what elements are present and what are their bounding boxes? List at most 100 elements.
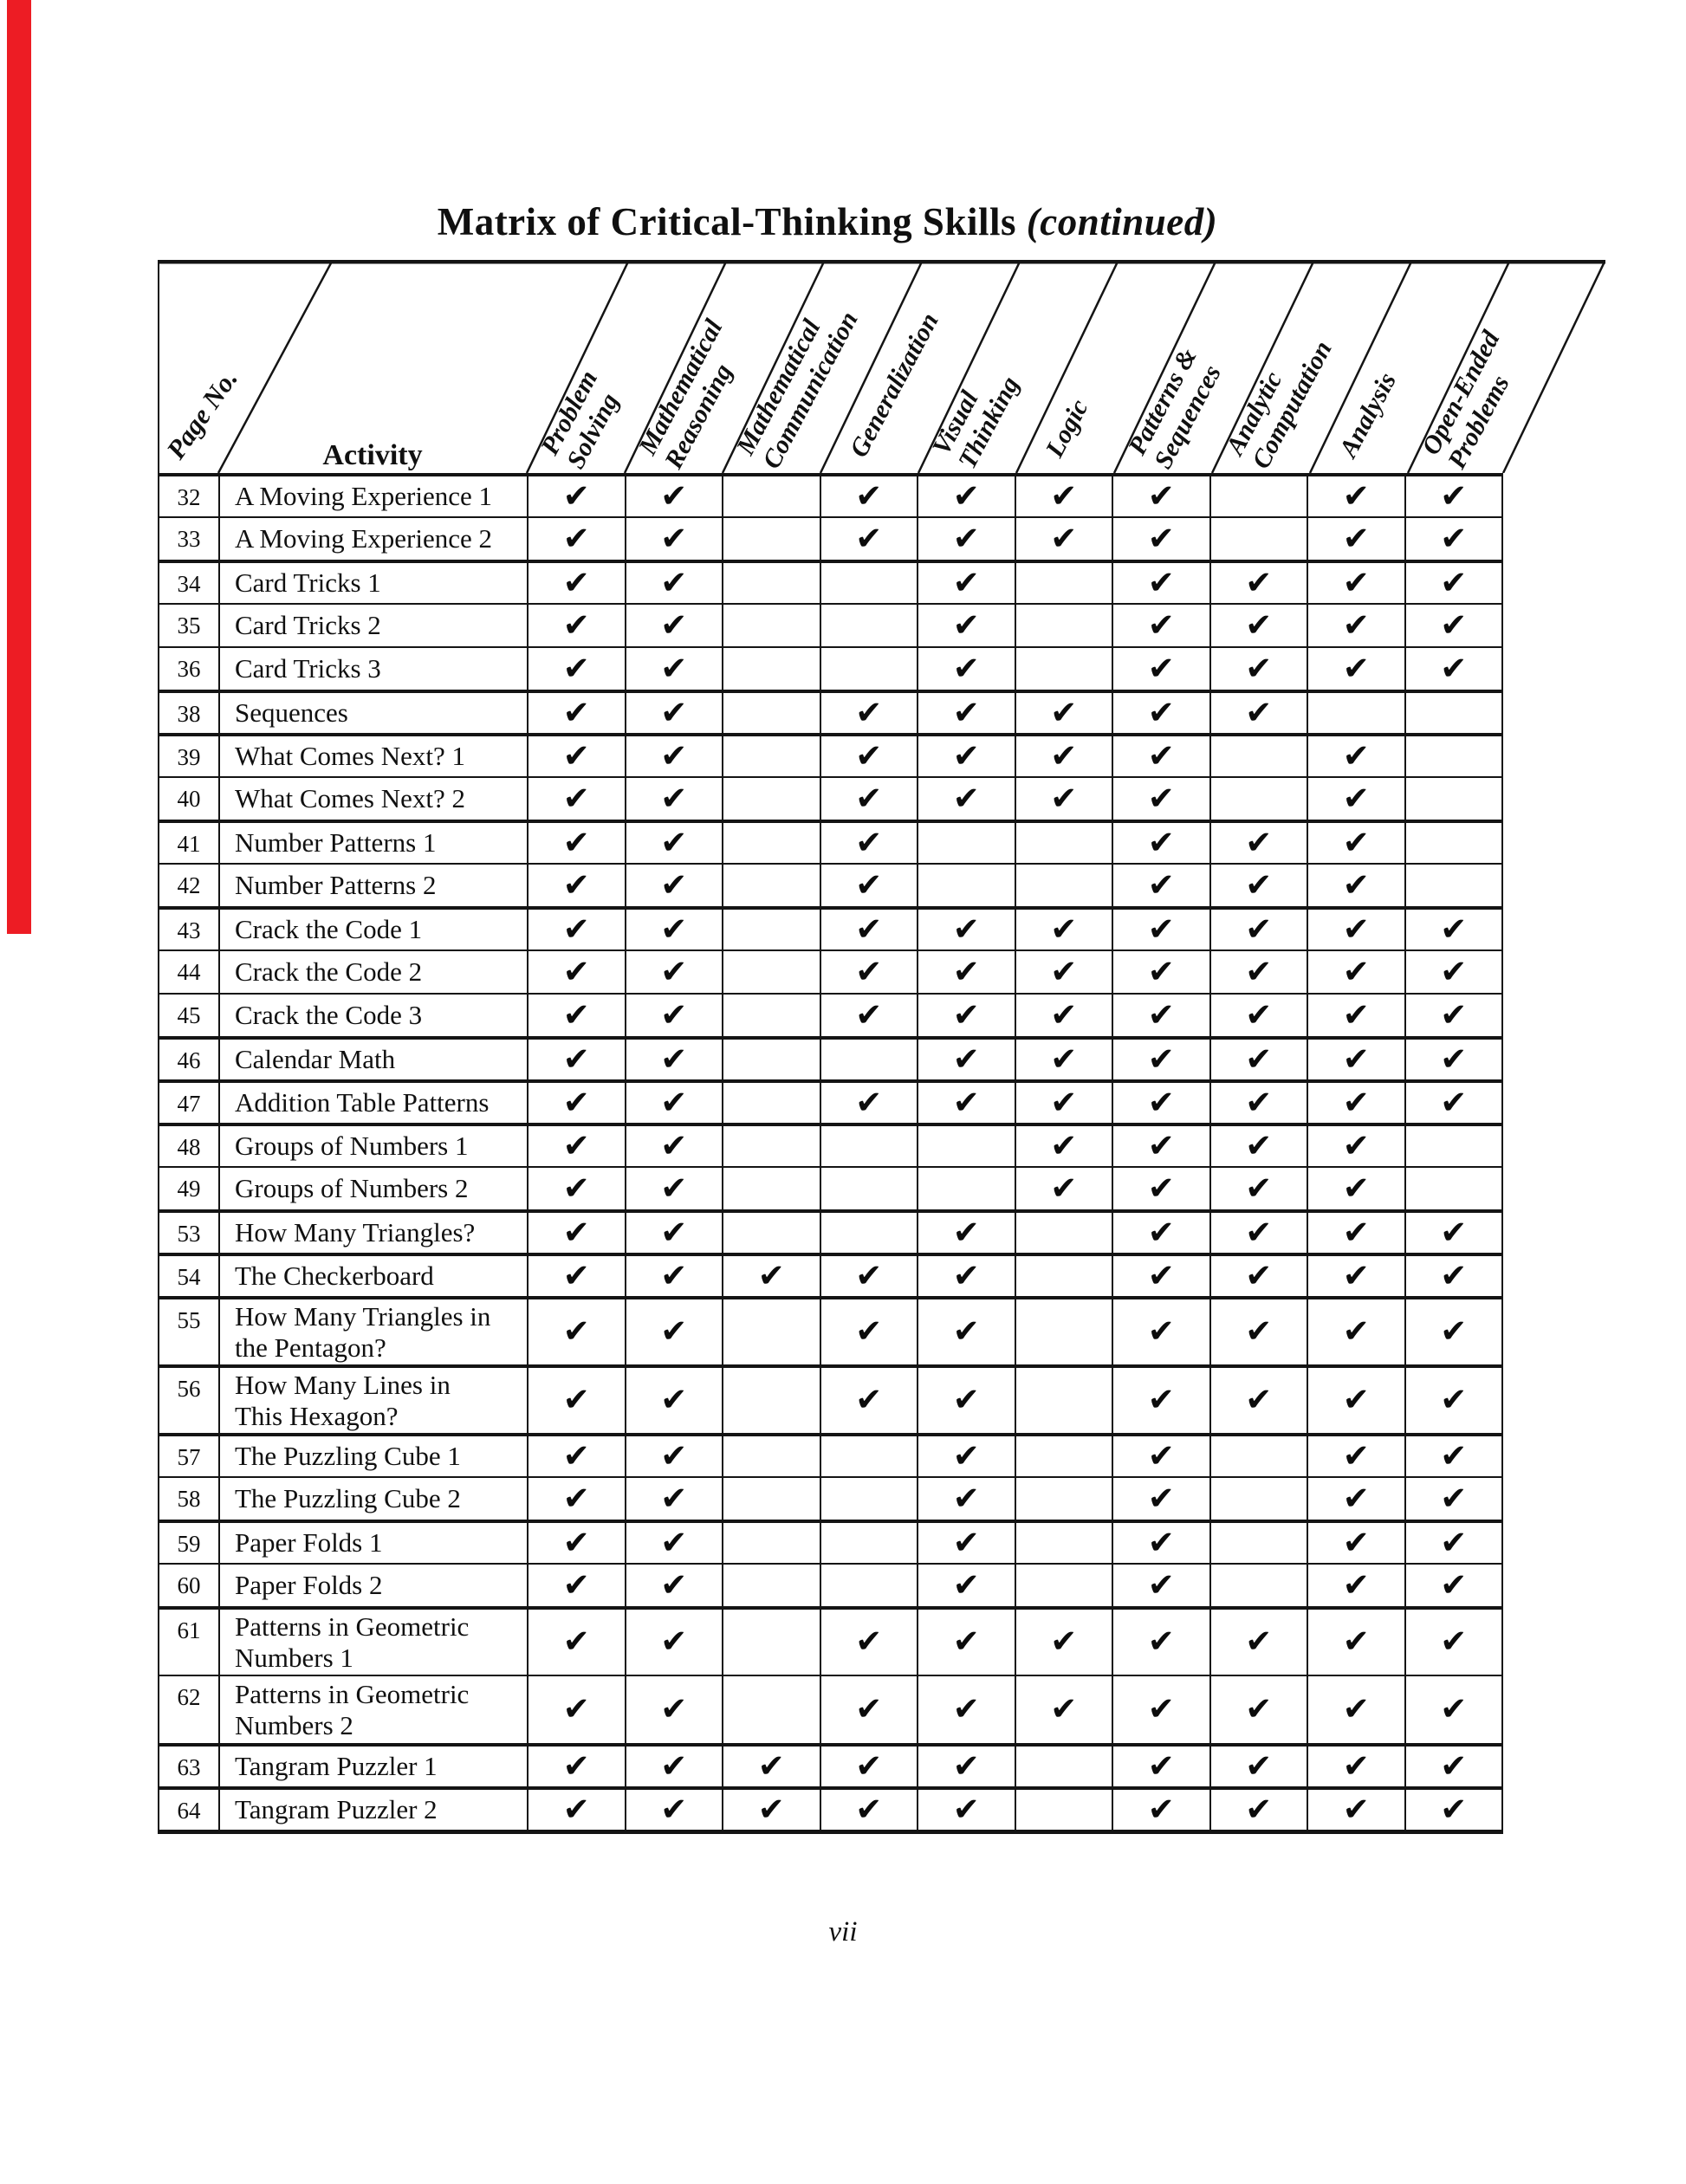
- skill-cell-mathematical-reasoning: ✔: [624, 995, 723, 1036]
- skill-cell-logic: ✔: [1014, 951, 1112, 993]
- skill-cell-mathematical-communication: [722, 518, 820, 560]
- skill-cell-analysis: ✔: [1307, 1790, 1404, 1830]
- skill-cell-analytic-computation: ✔: [1209, 1790, 1307, 1830]
- skill-cell-mathematical-communication: [722, 1676, 820, 1743]
- skill-cell-mathematical-communication: [722, 1040, 820, 1079]
- skill-cell-patterns-sequences: ✔: [1112, 736, 1209, 776]
- skill-cell-analytic-computation: ✔: [1209, 1368, 1307, 1433]
- skill-cell-mathematical-communication: [722, 1213, 820, 1253]
- skill-cell-analysis: ✔: [1307, 518, 1404, 560]
- skill-cell-mathematical-reasoning: ✔: [624, 951, 723, 993]
- skill-cell-generalization: [819, 1436, 918, 1476]
- skill-cell-mathematical-reasoning: ✔: [624, 1610, 723, 1675]
- skill-cell-logic: [1014, 1565, 1112, 1606]
- page-number-cell: 46: [177, 1047, 201, 1073]
- skill-cell-analysis: ✔: [1307, 778, 1404, 820]
- checkmark-icon: ✔: [1245, 1381, 1273, 1418]
- checkmark-icon: ✔: [1440, 1040, 1468, 1078]
- checkmark-icon: ✔: [855, 1083, 883, 1121]
- skill-cell-visual-thinking: ✔: [917, 1523, 1015, 1563]
- checkmark-icon: ✔: [1147, 563, 1175, 601]
- checkmark-icon: ✔: [1342, 779, 1370, 817]
- skill-cell-generalization: ✔: [819, 778, 918, 820]
- checkmark-icon: ✔: [855, 779, 883, 817]
- checkmark-icon: ✔: [1440, 476, 1468, 515]
- checkmark-icon: ✔: [562, 910, 590, 948]
- skill-cell-visual-thinking: ✔: [917, 778, 1015, 820]
- checkmark-icon: ✔: [562, 736, 590, 774]
- table-row-page-53: 53 How Many Triangles? ✔ ✔ ✔ ✔ ✔ ✔ ✔: [159, 1209, 1501, 1253]
- skill-cell-problem-solving: ✔: [527, 736, 625, 776]
- svg-text:Generalization: Generalization: [845, 308, 944, 462]
- checkmark-icon: ✔: [1342, 1169, 1370, 1207]
- checkmark-icon: ✔: [1050, 736, 1078, 774]
- checkmark-icon: ✔: [1147, 1083, 1175, 1121]
- skill-cell-generalization: [819, 1213, 918, 1253]
- skill-cell-analytic-computation: ✔: [1209, 951, 1307, 993]
- checkmark-icon: ✔: [1342, 1312, 1370, 1350]
- checkmark-icon: ✔: [1147, 1436, 1175, 1474]
- skill-cell-mathematical-reasoning: ✔: [624, 605, 723, 646]
- checkmark-icon: ✔: [660, 823, 688, 861]
- checkmark-icon: ✔: [952, 1523, 980, 1561]
- checkmark-icon: ✔: [562, 1040, 590, 1078]
- skill-cell-logic: [1014, 1213, 1112, 1253]
- checkmark-icon: ✔: [660, 1790, 688, 1828]
- activity-cell: Addition Table Patterns: [218, 1083, 527, 1123]
- header-divider-line: [623, 260, 729, 473]
- skill-cell-mathematical-communication: ✔: [722, 1256, 820, 1296]
- checkmark-icon: ✔: [1342, 952, 1370, 990]
- checkmark-icon: ✔: [1050, 779, 1078, 817]
- page-number-cell: 43: [177, 917, 201, 943]
- header-divider-line: [1015, 260, 1120, 473]
- checkmark-icon: ✔: [660, 1436, 688, 1474]
- page-number-cell: 48: [177, 1134, 201, 1160]
- skill-cell-visual-thinking: ✔: [917, 563, 1015, 603]
- skill-cell-open-ended-problems: ✔: [1404, 1676, 1502, 1743]
- checkmark-icon: ✔: [1342, 1790, 1370, 1828]
- skill-cell-analytic-computation: ✔: [1209, 1676, 1307, 1743]
- skill-cell-analysis: ✔: [1307, 605, 1404, 646]
- activity-cell: Card Tricks 1: [218, 563, 527, 603]
- skill-cell-open-ended-problems: ✔: [1404, 951, 1502, 993]
- checkmark-icon: ✔: [952, 1747, 980, 1785]
- checkmark-icon: ✔: [855, 823, 883, 861]
- skill-cell-mathematical-reasoning: ✔: [624, 823, 723, 863]
- skill-cell-analytic-computation: ✔: [1209, 910, 1307, 949]
- checkmark-icon: ✔: [1440, 1083, 1468, 1121]
- checkmark-icon: ✔: [1245, 865, 1273, 904]
- checkmark-icon: ✔: [1245, 995, 1273, 1034]
- checkmark-icon: ✔: [1147, 519, 1175, 557]
- skill-cell-problem-solving: ✔: [527, 1436, 625, 1476]
- checkmark-icon: ✔: [660, 606, 688, 644]
- skill-cell-analytic-computation: ✔: [1209, 1747, 1307, 1786]
- skill-cell-problem-solving: ✔: [527, 910, 625, 949]
- skill-cell-analysis: [1307, 693, 1404, 733]
- checkmark-icon: ✔: [1147, 606, 1175, 644]
- skill-cell-analysis: ✔: [1307, 1083, 1404, 1123]
- skill-cell-mathematical-reasoning: ✔: [624, 1368, 723, 1433]
- checkmark-icon: ✔: [660, 1040, 688, 1078]
- checkmark-icon: ✔: [562, 563, 590, 601]
- skill-cell-problem-solving: ✔: [527, 1083, 625, 1123]
- skill-cell-patterns-sequences: ✔: [1112, 563, 1209, 603]
- svg-text:Analysis: Analysis: [1333, 368, 1402, 463]
- checkmark-icon: ✔: [855, 693, 883, 731]
- page-number-cell: 63: [177, 1754, 201, 1780]
- skill-cell-problem-solving: ✔: [527, 1747, 625, 1786]
- checkmark-icon: ✔: [1440, 1381, 1468, 1418]
- checkmark-icon: ✔: [1245, 823, 1273, 861]
- table-row-page-32: 32 A Moving Experience 1 ✔ ✔ ✔ ✔ ✔ ✔ ✔ ✔: [159, 473, 1501, 516]
- page-number-cell: 58: [177, 1486, 201, 1512]
- table-row-page-48: 48 Groups of Numbers 1 ✔ ✔ ✔ ✔ ✔ ✔: [159, 1123, 1501, 1166]
- activity-cell: How Many Triangles?: [218, 1213, 527, 1253]
- skill-cell-open-ended-problems: ✔: [1404, 518, 1502, 560]
- skill-cell-open-ended-problems: [1404, 736, 1502, 776]
- checkmark-icon: ✔: [1440, 1623, 1468, 1660]
- checkmark-icon: ✔: [1245, 1040, 1273, 1078]
- checkmark-icon: ✔: [1147, 1169, 1175, 1207]
- checkmark-icon: ✔: [952, 1690, 980, 1727]
- checkmark-icon: ✔: [1342, 1690, 1370, 1727]
- table-row-page-41: 41 Number Patterns 1 ✔ ✔ ✔ ✔ ✔ ✔: [159, 820, 1501, 863]
- skill-cell-analytic-computation: ✔: [1209, 1083, 1307, 1123]
